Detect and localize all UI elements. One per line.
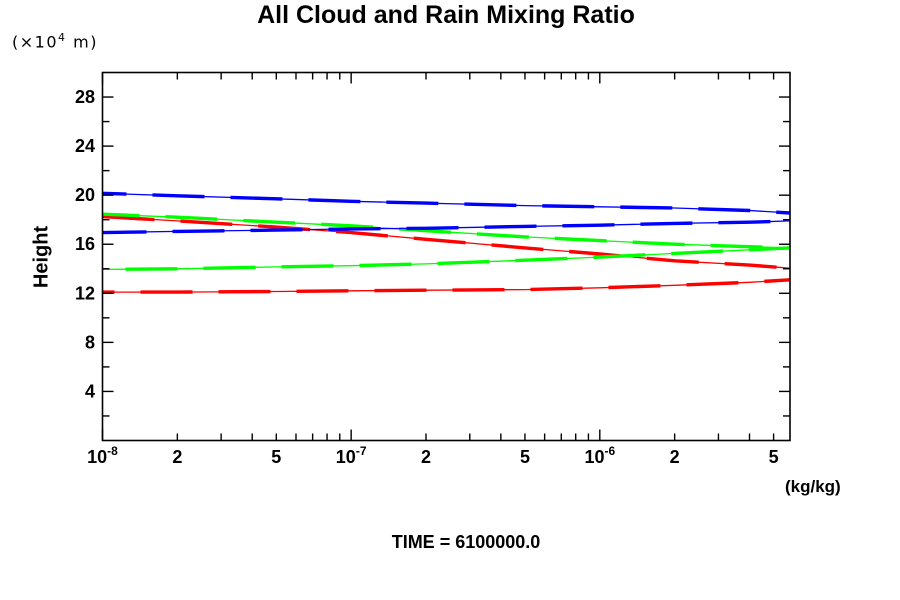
curve-blue-lower-thin <box>102 220 790 234</box>
y-tick-label: 12 <box>75 283 95 303</box>
x-tick-label: 5 <box>520 447 530 467</box>
x-tick-label: 5 <box>271 447 281 467</box>
x-tick-label: 2 <box>670 447 680 467</box>
x-tick-label: 10-6 <box>584 444 615 467</box>
x-tick-label: 10-7 <box>336 444 367 467</box>
y-unit-post: m) <box>66 32 98 52</box>
x-tick-label: 2 <box>172 447 182 467</box>
y-unit-pre: (×10 <box>12 32 59 52</box>
curve-blue-upper-thin <box>102 192 790 214</box>
y-tick-label: 16 <box>75 234 95 254</box>
curve-red-lower-dash <box>102 278 790 294</box>
curve-blue-upper-dash <box>102 191 790 215</box>
chart-title: All Cloud and Rain Mixing Ratio <box>257 1 635 29</box>
curve-green-upper-dash <box>102 212 790 250</box>
x-tick-label: 10-8 <box>87 444 118 467</box>
time-label: TIME = 6100000.0 <box>391 532 541 552</box>
y-tick-label: 28 <box>75 87 95 107</box>
y-tick-label: 4 <box>85 381 95 401</box>
y-tick-label: 20 <box>75 185 95 205</box>
x-tick-label: 2 <box>421 447 431 467</box>
plot-frame <box>101 71 791 442</box>
y-tick-label: 8 <box>85 332 95 352</box>
y-unit-exponent: 4 <box>58 31 67 44</box>
x-tick-label: 5 <box>769 447 779 467</box>
y-tick-label: 24 <box>75 136 95 156</box>
x-axis-unit-label: (kg/kg) <box>785 477 841 496</box>
y-axis-unit-label: (×104 m) <box>12 31 98 51</box>
curve-green-lower-dash <box>102 246 790 272</box>
curve-red-upper-dash <box>102 214 790 270</box>
